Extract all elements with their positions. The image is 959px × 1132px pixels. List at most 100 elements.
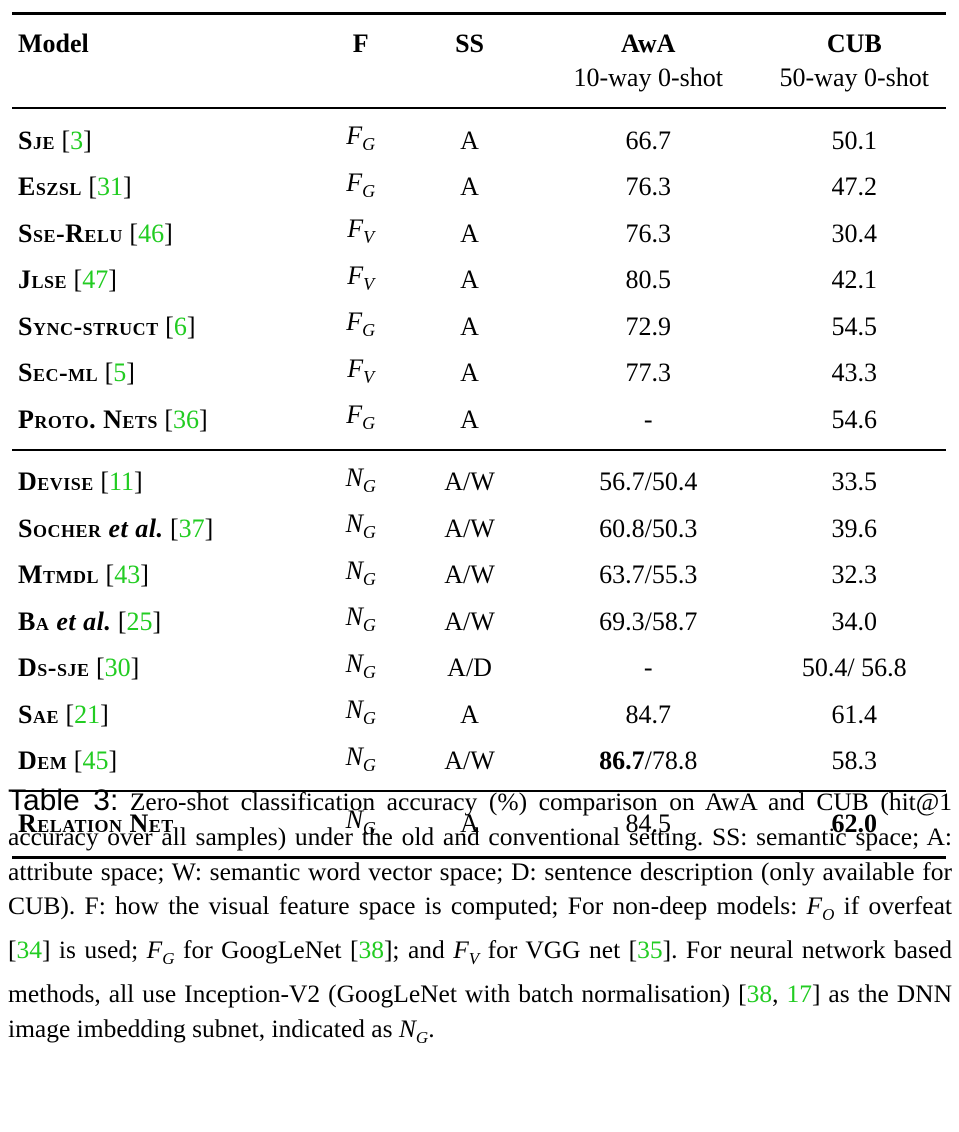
citation-link[interactable]: 21	[74, 699, 101, 729]
cub-cell: 58.3	[831, 746, 878, 775]
model-cell: Sec-ml [5]	[12, 350, 316, 397]
feature-subscript: G	[362, 180, 376, 201]
citation-link[interactable]: 46	[138, 218, 165, 248]
caption-text: for VGG net [	[479, 935, 638, 965]
citation-link[interactable]: 36	[173, 404, 200, 434]
model-cell: Ds-sje [30]	[12, 645, 316, 692]
feature-space: NG	[346, 509, 376, 542]
feature-symbol: F	[347, 260, 364, 290]
model-name-italic: et al.	[56, 606, 112, 636]
model-name: Eszsl	[18, 172, 82, 201]
awa-value: 63.7/55.3	[599, 560, 698, 589]
model-cell: Socher et al. [37]	[12, 505, 316, 552]
citation-link[interactable]: 3	[70, 125, 84, 155]
citation-link[interactable]: 31	[97, 172, 124, 201]
model-name: Relation Net	[18, 809, 174, 838]
ss-cell: A	[460, 311, 479, 341]
f-cell: NG	[316, 691, 405, 738]
f-cell: FG	[316, 108, 405, 164]
table-row: Mtmdl [43] NG A/W 63.7/55.3 32.3	[12, 552, 946, 599]
caption-text: for GoogLeNet [	[174, 935, 359, 965]
feature-subscript: G	[362, 568, 376, 589]
feature-subscript: G	[362, 708, 376, 728]
citation-link[interactable]: 30	[104, 653, 131, 682]
caption-text: ]. For neural network based methods, all…	[8, 935, 952, 1008]
model-name-text: Eszsl	[18, 172, 82, 201]
ss-cell: A/W	[444, 746, 495, 775]
awa-best-value: 86.7	[599, 746, 645, 775]
citation-bracket-open: [	[95, 653, 105, 682]
feature-symbol: F	[346, 307, 363, 336]
model-name: Jlse	[18, 265, 67, 294]
citation-bracket-open: [	[88, 172, 98, 201]
feature-space: NG	[346, 695, 376, 728]
caption-text: ]; and	[383, 935, 454, 965]
citation-link[interactable]: 11	[108, 467, 135, 496]
table-row: Sse-Relu [46] FV A 76.3 30.4	[12, 210, 946, 257]
ss-cell: A	[460, 265, 479, 294]
table-row: Sje [3] FG A 66.7 50.1	[12, 108, 946, 164]
cub-cell: 47.2	[831, 172, 878, 201]
citation-link[interactable]: 34	[16, 935, 43, 965]
awa-cell: 80.5	[534, 257, 763, 304]
awa-cell: -	[534, 396, 763, 450]
awa-cell: 63.7/55.3	[534, 552, 763, 599]
ss-cell: A	[460, 809, 479, 838]
feature-symbol: N	[345, 462, 363, 492]
header-awa-title: AwA	[621, 29, 676, 58]
citation-bracket-open: [	[100, 467, 109, 496]
awa-value: 66.7	[625, 125, 671, 155]
model-name-text: Sec-ml	[18, 358, 99, 387]
model-name-text: Socher	[18, 513, 109, 543]
citation-link[interactable]: 47	[82, 265, 109, 294]
citation-link[interactable]: 5	[113, 358, 127, 387]
feature-subscript: V	[363, 366, 375, 387]
feature-space: FG	[346, 400, 375, 433]
table-row: Dem [45] NG A/W 86.7/78.8 58.3	[12, 738, 946, 792]
cub-cell: 50.1	[831, 125, 878, 155]
model-cell: Relation Net	[12, 791, 316, 858]
model-name-italic: et al.	[108, 513, 164, 543]
citation-link[interactable]: 43	[114, 560, 141, 589]
citation-bracket-close: ]	[130, 653, 140, 682]
math-symbol: F	[806, 891, 823, 921]
citation-link[interactable]: 37	[178, 513, 205, 543]
citation-link[interactable]: 17	[786, 978, 812, 1008]
model-name-text: Devise	[18, 467, 94, 496]
feature-space: FV	[347, 353, 374, 387]
awa-value: 72.9	[625, 311, 671, 341]
citation-link[interactable]: 6	[173, 311, 187, 341]
f-cell: NG	[316, 450, 405, 506]
citation-link[interactable]: 45	[82, 746, 109, 775]
feature-subscript: G	[362, 522, 376, 542]
feature-subscript: V	[363, 273, 375, 294]
citation-bracket-open: [	[129, 218, 139, 248]
awa-value: -	[643, 404, 653, 434]
math-symbol: F	[453, 935, 469, 965]
citation-link[interactable]: 35	[637, 935, 663, 965]
citation-bracket-close: ]	[123, 172, 132, 201]
cub-cell: 39.6	[831, 513, 878, 543]
ss-cell: A/W	[444, 606, 495, 636]
model-cell: Jlse [47]	[12, 257, 316, 304]
awa-cell: 60.8/50.3	[534, 505, 763, 552]
cub-cell: 34.0	[831, 606, 878, 636]
feature-symbol: N	[345, 741, 363, 771]
citation-bracket-open: [	[105, 560, 115, 589]
citation-bracket-open: [	[165, 311, 174, 341]
awa-value: 69.3/58.7	[599, 606, 698, 636]
feature-subscript: G	[362, 754, 376, 775]
feature-space: NG	[346, 556, 376, 589]
citation-link[interactable]: 25	[126, 606, 153, 636]
model-cell: Ba et al. [25]	[12, 598, 316, 645]
citation-bracket-open: [	[61, 125, 71, 155]
citation-link[interactable]: 38	[358, 935, 384, 965]
feature-symbol: N	[345, 805, 363, 834]
feature-space: NG	[345, 805, 376, 838]
caption-text: if overfeat [	[8, 891, 952, 965]
citation-link[interactable]: 38	[746, 978, 773, 1008]
feature-symbol: F	[347, 353, 364, 383]
model-name: Sae	[18, 700, 59, 729]
awa-cell: 66.7	[534, 108, 763, 164]
awa-value: 77.3	[625, 358, 671, 387]
